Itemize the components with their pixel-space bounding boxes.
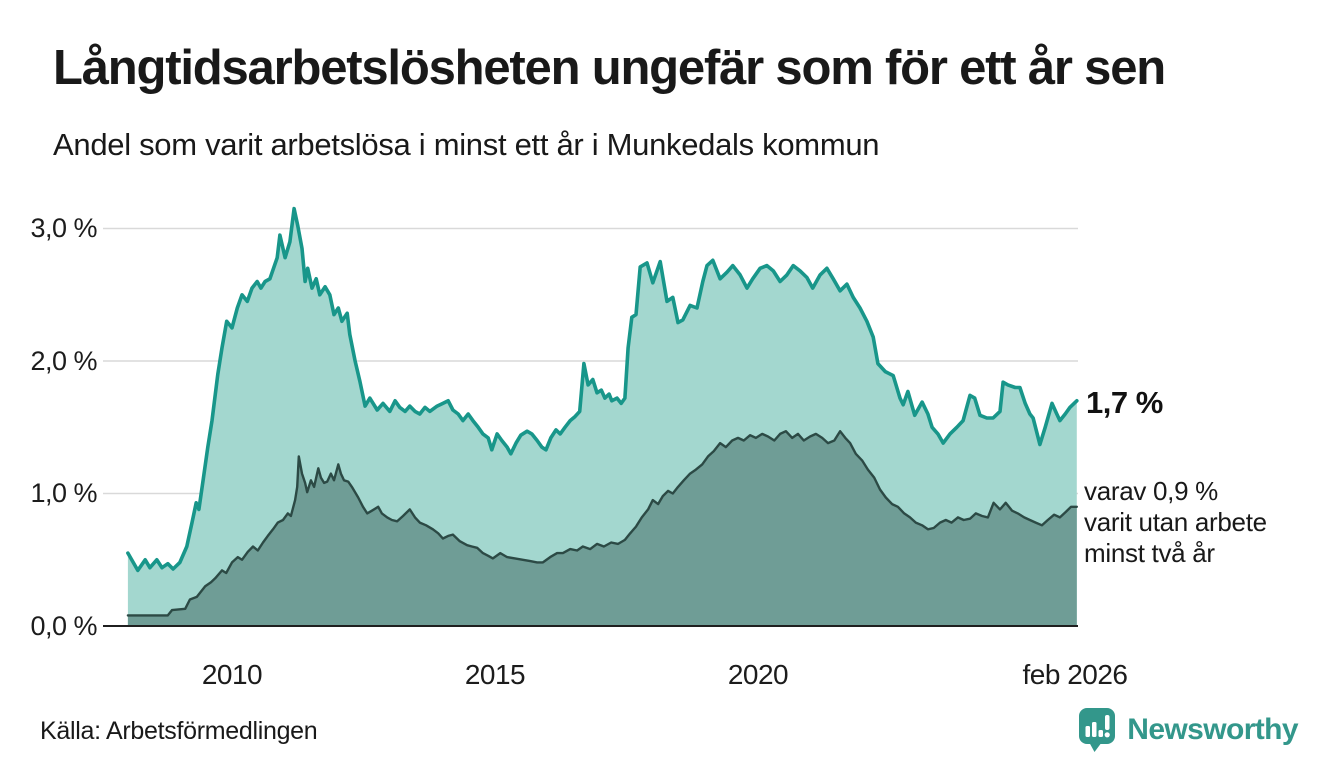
y-axis-tick-label: 0,0 % (30, 611, 97, 641)
latest-value-annotation: 1,7 % (1086, 385, 1163, 420)
secondary-annotation-line: minst två år (1084, 538, 1215, 568)
source-credit: Källa: Arbetsförmedlingen (40, 717, 318, 745)
x-axis-tick-label: 2010 (201, 659, 263, 690)
page-title: Långtidsarbetslösheten ungefär som för e… (53, 41, 1166, 95)
secondary-annotation-line: varit utan arbete (1084, 507, 1267, 537)
y-axis-tick-label: 2,0 % (30, 346, 97, 376)
x-axis-tick-label: 2020 (727, 659, 789, 690)
newsworthy-logo-text: Newsworthy (1127, 712, 1298, 746)
x-axis-tick-label: 2015 (464, 659, 526, 690)
secondary-annotation: varav 0,9 % varit utan arbete minst två … (1084, 476, 1267, 569)
secondary-annotation-line: varav 0,9 % (1084, 476, 1218, 506)
y-axis-tick-label: 1,0 % (30, 478, 97, 508)
series-area-1 (127, 431, 1077, 626)
newsworthy-logo-icon (1077, 706, 1117, 753)
page-subtitle: Andel som varit arbetslösa i minst ett å… (53, 127, 880, 162)
y-axis-tick-label: 3,0 % (30, 213, 97, 243)
series-line-0 (126, 206, 1079, 573)
series-line-1 (126, 430, 1078, 617)
newsworthy-logo: Newsworthy (1077, 706, 1299, 753)
x-axis-tick-label: feb 2026 (1022, 659, 1129, 690)
